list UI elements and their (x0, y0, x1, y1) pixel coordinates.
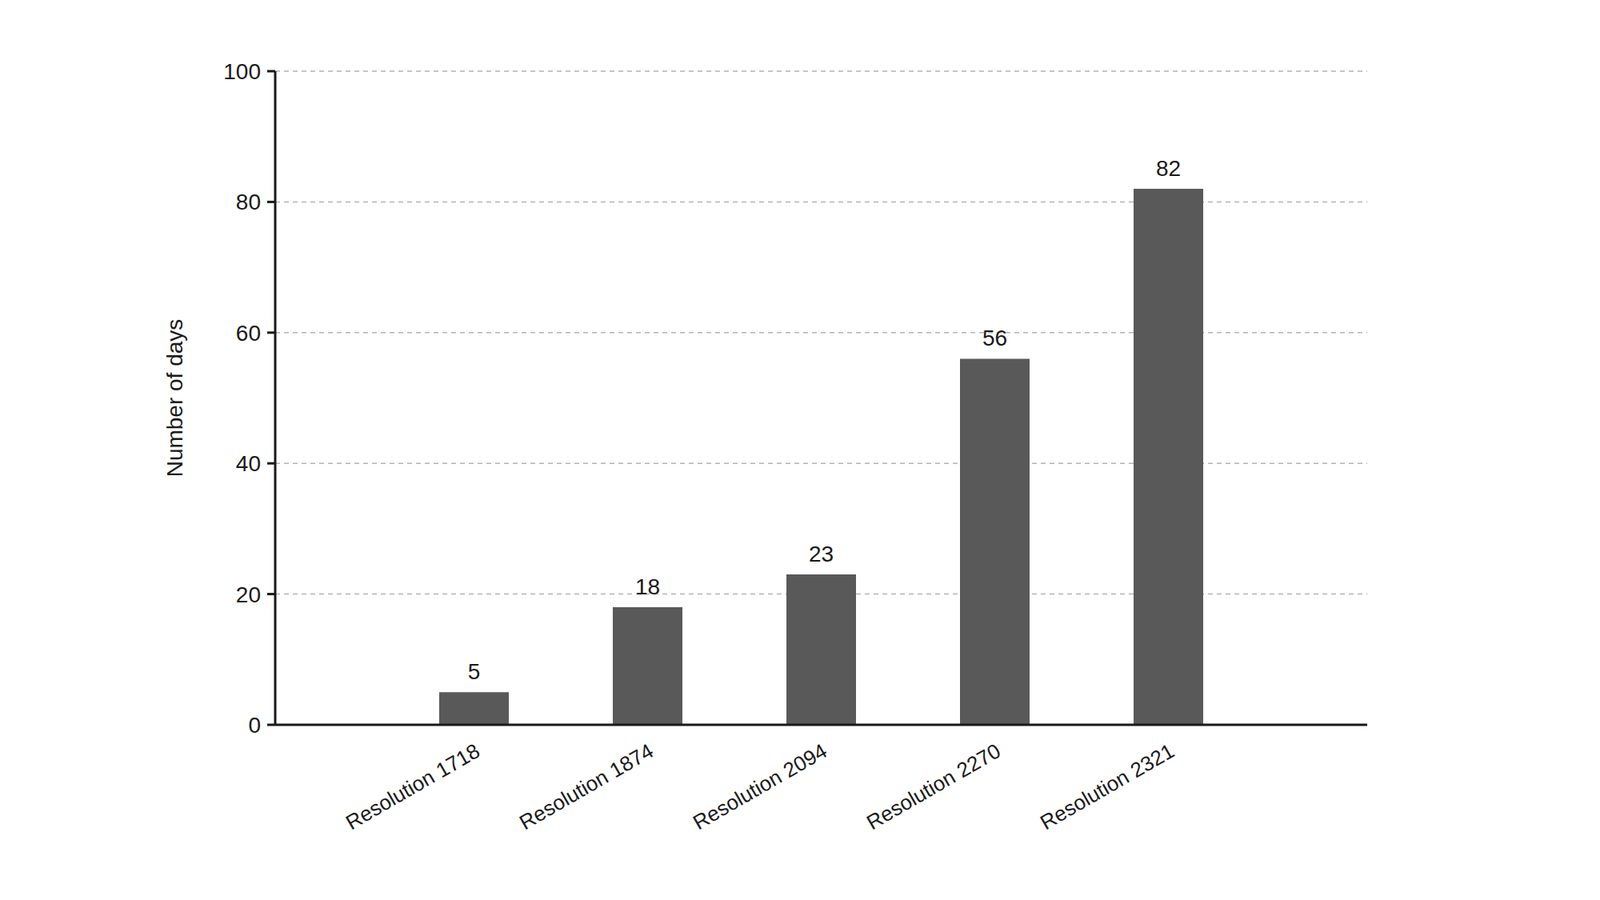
svg-text:18: 18 (635, 574, 660, 600)
svg-text:40: 40 (236, 451, 261, 476)
svg-text:23: 23 (808, 541, 834, 567)
svg-text:60: 60 (236, 320, 261, 346)
svg-text:Number of days: Number of days (162, 319, 188, 478)
svg-text:80: 80 (236, 189, 261, 215)
svg-text:Resolution 2321: Resolution 2321 (1036, 738, 1179, 835)
svg-text:56: 56 (982, 325, 1008, 351)
svg-text:0: 0 (248, 712, 261, 738)
svg-text:Resolution 1874: Resolution 1874 (515, 738, 658, 835)
svg-text:5: 5 (468, 659, 481, 684)
svg-text:Resolution 2270: Resolution 2270 (862, 738, 1005, 835)
svg-text:20: 20 (236, 582, 261, 608)
svg-text:Resolution 1718: Resolution 1718 (341, 738, 484, 835)
svg-text:Resolution 2094: Resolution 2094 (688, 738, 832, 835)
svg-text:100: 100 (223, 59, 261, 84)
svg-text:82: 82 (1156, 156, 1181, 181)
